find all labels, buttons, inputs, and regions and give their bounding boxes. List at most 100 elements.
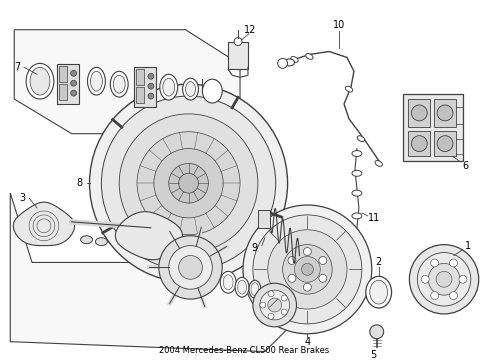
Ellipse shape bbox=[369, 280, 387, 304]
Bar bbox=[407, 131, 429, 157]
Circle shape bbox=[259, 290, 289, 320]
Circle shape bbox=[101, 96, 275, 270]
Text: 4: 4 bbox=[304, 337, 310, 347]
Polygon shape bbox=[14, 30, 240, 134]
Circle shape bbox=[148, 93, 154, 99]
Circle shape bbox=[148, 83, 154, 89]
Ellipse shape bbox=[284, 59, 294, 66]
Ellipse shape bbox=[182, 78, 198, 100]
Circle shape bbox=[178, 256, 202, 279]
Circle shape bbox=[287, 257, 295, 265]
Ellipse shape bbox=[87, 67, 105, 95]
Circle shape bbox=[137, 132, 240, 235]
Circle shape bbox=[410, 136, 427, 152]
Bar bbox=[433, 99, 455, 127]
Circle shape bbox=[430, 292, 438, 300]
Ellipse shape bbox=[113, 75, 125, 93]
Ellipse shape bbox=[90, 71, 102, 91]
Text: 11: 11 bbox=[367, 213, 379, 223]
Text: 12: 12 bbox=[243, 25, 256, 35]
Text: 10: 10 bbox=[332, 20, 345, 30]
Ellipse shape bbox=[351, 190, 361, 196]
Bar bbox=[59, 66, 66, 82]
Circle shape bbox=[277, 58, 287, 68]
Ellipse shape bbox=[95, 238, 107, 246]
Bar bbox=[136, 69, 143, 85]
Text: 8: 8 bbox=[77, 178, 82, 188]
Circle shape bbox=[154, 149, 223, 218]
Circle shape bbox=[301, 264, 313, 275]
Circle shape bbox=[71, 80, 77, 86]
Bar bbox=[407, 99, 429, 127]
Bar bbox=[134, 67, 156, 107]
Circle shape bbox=[430, 259, 438, 267]
Bar bbox=[403, 94, 462, 161]
Ellipse shape bbox=[81, 236, 92, 244]
Ellipse shape bbox=[237, 280, 246, 294]
Circle shape bbox=[448, 292, 456, 300]
Circle shape bbox=[89, 84, 287, 282]
Bar bbox=[433, 131, 455, 157]
Text: 5: 5 bbox=[370, 350, 376, 360]
Circle shape bbox=[303, 248, 311, 256]
Circle shape bbox=[159, 236, 222, 299]
Circle shape bbox=[294, 257, 320, 282]
Circle shape bbox=[234, 38, 242, 46]
Circle shape bbox=[282, 245, 331, 294]
Bar bbox=[59, 84, 66, 100]
Ellipse shape bbox=[305, 54, 312, 59]
Circle shape bbox=[168, 163, 208, 203]
Circle shape bbox=[448, 259, 456, 267]
Circle shape bbox=[252, 215, 361, 324]
Circle shape bbox=[318, 257, 326, 265]
Bar bbox=[136, 87, 143, 103]
Ellipse shape bbox=[160, 74, 177, 100]
Ellipse shape bbox=[351, 150, 361, 157]
Text: 9: 9 bbox=[251, 243, 258, 253]
Ellipse shape bbox=[26, 63, 54, 99]
Text: 2: 2 bbox=[375, 257, 381, 267]
Circle shape bbox=[303, 283, 311, 291]
Circle shape bbox=[416, 253, 470, 306]
Ellipse shape bbox=[235, 277, 248, 297]
Polygon shape bbox=[13, 202, 75, 246]
Text: 2004 Mercedes-Benz CL500 Rear Brakes: 2004 Mercedes-Benz CL500 Rear Brakes bbox=[159, 346, 328, 355]
Ellipse shape bbox=[374, 161, 382, 166]
Bar bbox=[57, 64, 79, 104]
Circle shape bbox=[243, 205, 371, 334]
Circle shape bbox=[168, 246, 212, 289]
Ellipse shape bbox=[290, 57, 298, 62]
Ellipse shape bbox=[365, 276, 391, 308]
Polygon shape bbox=[115, 212, 182, 260]
Circle shape bbox=[259, 302, 265, 308]
Ellipse shape bbox=[351, 213, 361, 219]
Ellipse shape bbox=[357, 136, 364, 141]
Bar bbox=[257, 210, 269, 228]
Circle shape bbox=[281, 295, 287, 301]
Circle shape bbox=[281, 309, 287, 315]
Circle shape bbox=[119, 114, 257, 253]
Ellipse shape bbox=[202, 79, 222, 103]
Circle shape bbox=[71, 90, 77, 96]
Text: 7: 7 bbox=[14, 62, 20, 72]
Ellipse shape bbox=[345, 86, 352, 92]
Ellipse shape bbox=[185, 82, 195, 96]
Text: 1: 1 bbox=[464, 240, 470, 251]
Text: 3: 3 bbox=[19, 193, 25, 203]
Ellipse shape bbox=[110, 71, 128, 97]
Circle shape bbox=[267, 291, 273, 297]
Ellipse shape bbox=[351, 170, 361, 176]
Circle shape bbox=[267, 230, 346, 309]
Circle shape bbox=[436, 136, 452, 152]
Circle shape bbox=[287, 274, 295, 282]
Bar bbox=[228, 42, 247, 69]
Circle shape bbox=[318, 274, 326, 282]
Circle shape bbox=[178, 173, 198, 193]
Ellipse shape bbox=[223, 275, 233, 290]
Circle shape bbox=[436, 105, 452, 121]
Circle shape bbox=[252, 283, 296, 327]
Text: 6: 6 bbox=[462, 161, 468, 171]
Ellipse shape bbox=[30, 67, 50, 95]
Circle shape bbox=[148, 73, 154, 79]
Circle shape bbox=[458, 275, 466, 283]
